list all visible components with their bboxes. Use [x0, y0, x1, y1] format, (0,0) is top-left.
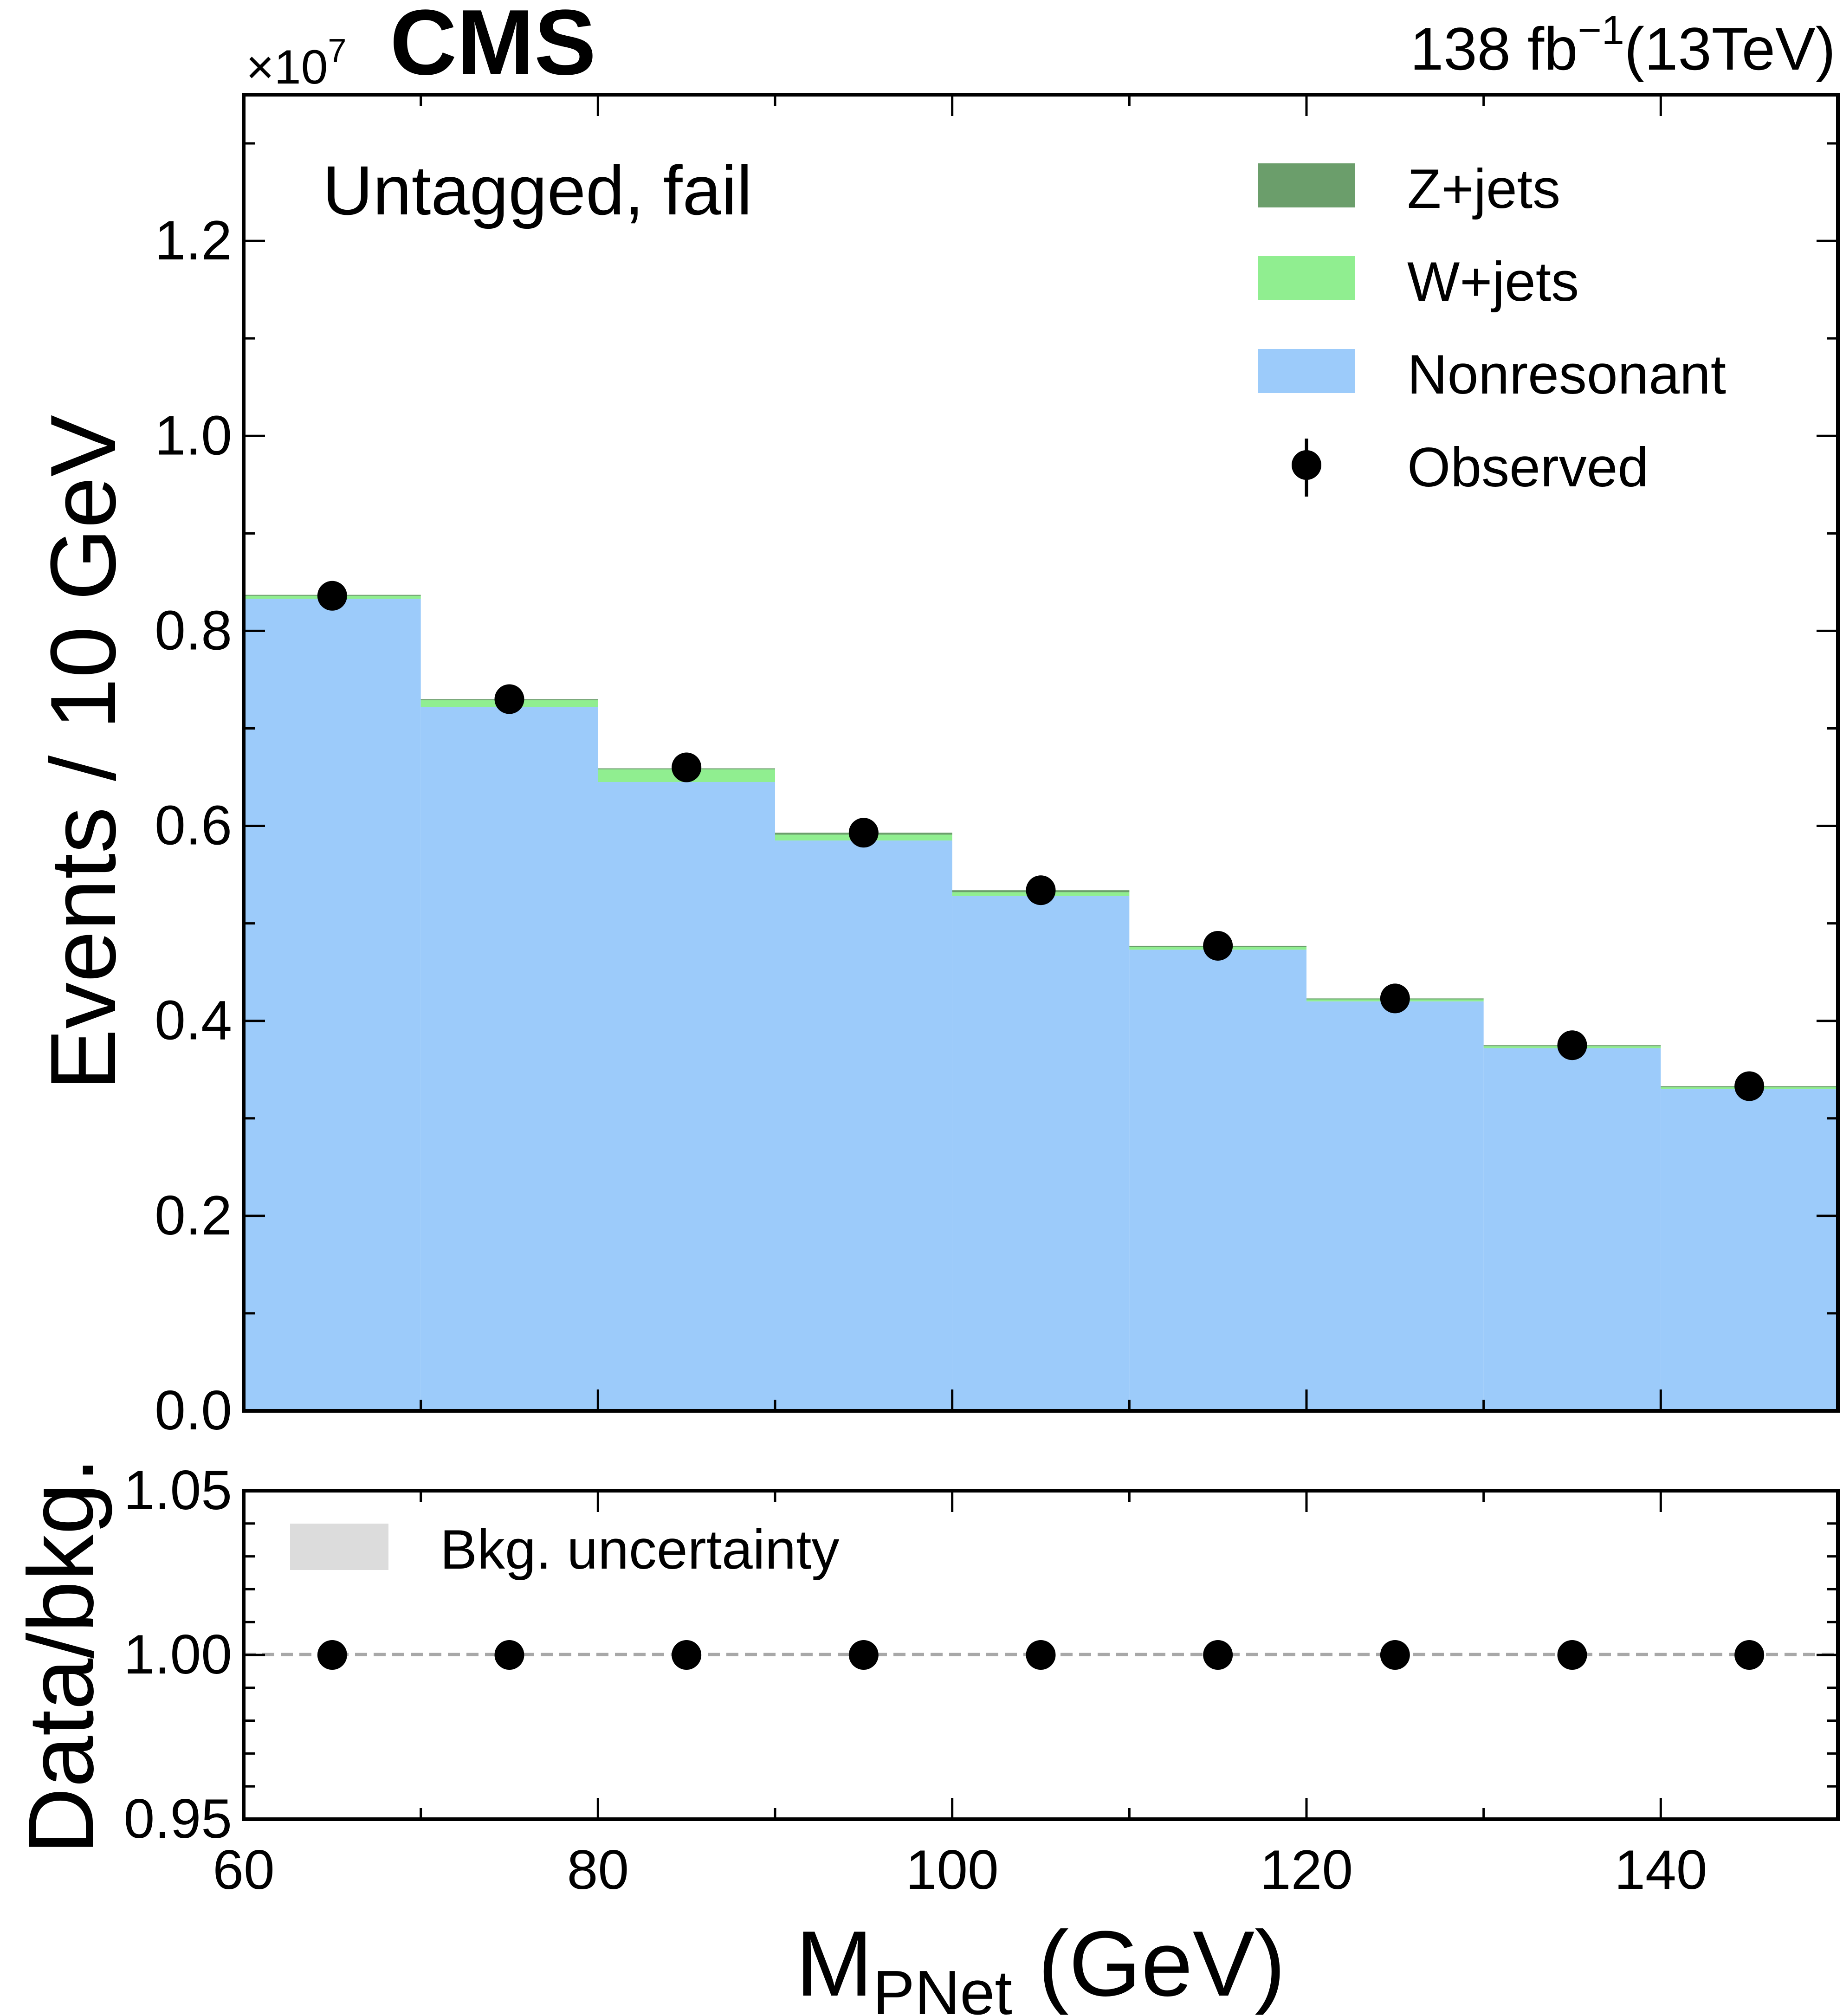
legend-swatch-wjets — [1258, 256, 1355, 300]
observed-point-4 — [848, 818, 879, 848]
x-tick-label: 100 — [906, 1839, 999, 1901]
bar-nonresonant-2 — [420, 707, 598, 1411]
ratio-plot-frame — [242, 1489, 1840, 1821]
ratio-y-axis-title: Data/bkg. — [9, 1457, 113, 1854]
ratio-point-9 — [1734, 1640, 1765, 1670]
legend-label-uncertainty: Bkg. uncertainty — [440, 1518, 839, 1581]
ratio-point-1 — [317, 1640, 347, 1670]
main-y-tick-label: 0.2 — [155, 1184, 232, 1247]
y-axis-title: Events / 10 GeV — [32, 415, 135, 1091]
bar-nonresonant-7 — [1306, 1001, 1484, 1411]
observed-points — [317, 581, 1765, 1101]
legend-label-zjets: Z+jets — [1407, 158, 1560, 220]
ratio-panel: 0.95 1.00 1.05 60 80 100 120 140 Bkg. uncertain… — [9, 1457, 1840, 2016]
ratio-point-5 — [1026, 1640, 1056, 1670]
legend-swatch-uncertainty — [290, 1524, 388, 1570]
legend-label-nonresonant: Nonresonant — [1407, 343, 1726, 406]
ratio-y-tick-label: 0.95 — [123, 1788, 232, 1850]
x-tick-label: 80 — [567, 1839, 629, 1901]
observed-point-1 — [317, 581, 347, 611]
bar-nonresonant-3 — [598, 782, 775, 1411]
observed-point-3 — [672, 752, 702, 782]
ratio-point-4 — [848, 1640, 879, 1670]
category-label: Untagged, fail — [323, 151, 752, 229]
bar-nonresonant-1 — [244, 599, 421, 1411]
ratio-point-3 — [672, 1640, 702, 1670]
legend-label-wjets: W+jets — [1407, 251, 1579, 313]
bar-nonresonant-5 — [952, 896, 1130, 1411]
main-y-tick-label: 0.6 — [155, 795, 232, 857]
ratio-points — [317, 1640, 1765, 1670]
main-y-tick-label: 0.4 — [155, 989, 232, 1052]
main-panel: 0.0 0.2 0.4 0.6 0.8 1.0 1.2 Untagged, fail Z+j… — [32, 93, 1840, 1441]
x-tick-label: 140 — [1614, 1839, 1707, 1901]
bar-nonresonant-8 — [1483, 1048, 1661, 1411]
multiplier-label: ×107 — [246, 32, 346, 94]
ratio-point-2 — [494, 1640, 524, 1670]
legend-swatch-nonresonant — [1258, 349, 1355, 393]
legend-swatch-zjets — [1258, 163, 1355, 207]
observed-point-2 — [494, 684, 524, 714]
ratio-point-6 — [1203, 1640, 1233, 1670]
ratio-y-tick-label: 1.05 — [123, 1459, 232, 1521]
observed-point-8 — [1557, 1030, 1587, 1060]
bar-nonresonant-9 — [1661, 1089, 1838, 1411]
legend-observed-marker — [1292, 450, 1321, 480]
bar-nonresonant-4 — [775, 840, 952, 1411]
observed-point-9 — [1734, 1071, 1765, 1101]
observed-point-6 — [1203, 930, 1233, 961]
ratio-legend: Bkg. uncertainty — [290, 1518, 839, 1581]
main-y-tick-label: 0.0 — [155, 1379, 232, 1441]
main-y-tick-label: 0.8 — [155, 599, 232, 661]
stacked-histogram — [244, 594, 1838, 1411]
cms-label: CMS — [390, 0, 596, 94]
ratio-y-tick-label: 1.00 — [123, 1623, 232, 1686]
main-y-tick-label: 1.2 — [155, 209, 232, 271]
x-tick-label: 60 — [213, 1839, 274, 1901]
observed-point-7 — [1380, 983, 1410, 1014]
x-tick-label: 120 — [1260, 1839, 1353, 1901]
bar-nonresonant-6 — [1129, 950, 1306, 1411]
main-y-tick-label: 1.0 — [155, 404, 232, 466]
x-axis-title: MPNet (GeV) — [795, 1912, 1286, 2016]
ratio-point-7 — [1380, 1640, 1410, 1670]
legend-label-observed: Observed — [1407, 436, 1649, 498]
main-plot-frame — [242, 93, 1840, 1413]
ratio-point-8 — [1557, 1640, 1587, 1670]
observed-point-5 — [1026, 875, 1056, 905]
lumi-label: 138 fb−1(13TeV) — [1410, 7, 1836, 83]
main-legend: Z+jets W+jets Nonresonant Observed — [1258, 158, 1726, 498]
